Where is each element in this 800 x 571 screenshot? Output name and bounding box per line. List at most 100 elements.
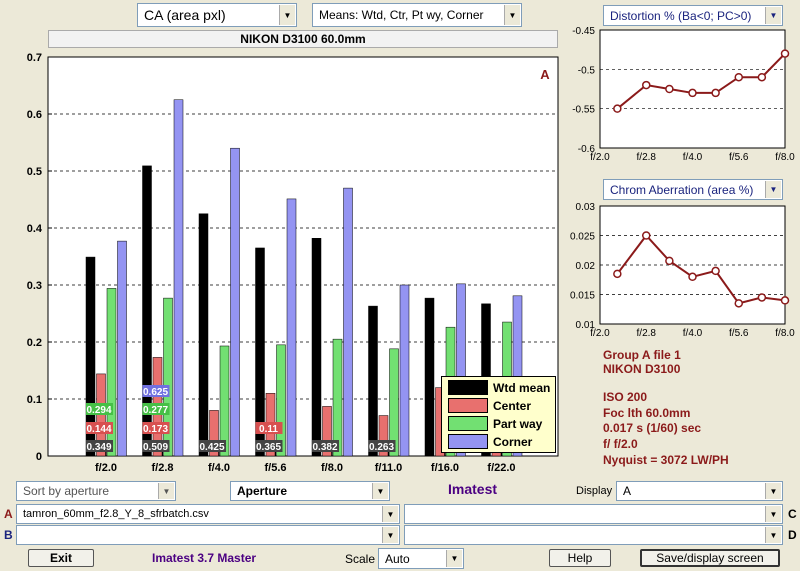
legend-swatch xyxy=(448,434,488,449)
y-tick-label: -0.6 xyxy=(578,144,596,155)
aperture-select-value: Aperture xyxy=(237,484,288,498)
data-point xyxy=(665,256,674,266)
bar xyxy=(198,213,209,457)
bar xyxy=(117,240,127,457)
data-label-bg xyxy=(142,385,170,397)
chart-annotation: A xyxy=(540,67,550,82)
bar xyxy=(424,297,435,457)
row-c-label: C xyxy=(788,507,797,521)
data-label-bg xyxy=(199,440,226,452)
sort-select[interactable]: Sort by aperture ▼ xyxy=(16,481,176,501)
data-label-bg xyxy=(368,440,396,452)
data-point xyxy=(780,49,790,58)
chevron-down-icon: ▼ xyxy=(446,550,462,567)
measure-select[interactable]: CA (area pxl) ▼ xyxy=(137,3,297,27)
x-tick-label: f/2.0 xyxy=(95,462,117,474)
y-tick-label: 0.025 xyxy=(570,232,595,243)
x-tick-label: f/8.0 xyxy=(775,328,795,339)
x-tick-label: f/4.0 xyxy=(208,462,230,474)
data-label: 0.294 xyxy=(86,405,111,416)
data-label-bg xyxy=(142,422,170,434)
data-label: 0.509 xyxy=(143,442,168,453)
chevron-down-icon: ▼ xyxy=(765,181,781,198)
x-tick-label: f/11.0 xyxy=(375,462,403,474)
y-tick-label: -0.5 xyxy=(578,65,596,76)
file-b-select[interactable]: ▼ xyxy=(16,525,400,545)
help-button[interactable]: Help xyxy=(549,549,611,567)
bar xyxy=(343,187,353,457)
data-label: 0.382 xyxy=(312,442,337,453)
file-a-select[interactable]: tamron_60mm_f2.8_Y_8_sfrbatch.csv ▼ xyxy=(16,504,400,524)
x-tick-label: f/5.6 xyxy=(729,152,749,163)
scale-select-value: Auto xyxy=(385,551,410,566)
y-tick-label: 0.02 xyxy=(576,261,596,272)
distortion-select[interactable]: Distortion % (Ba<0; PC>0) ▼ xyxy=(603,5,783,26)
x-tick-label: f/4.0 xyxy=(683,152,703,163)
data-label-bg xyxy=(255,440,283,452)
y-tick-label: -0.55 xyxy=(572,105,595,116)
data-label-bg xyxy=(142,440,170,452)
info-camera: NIKON D3100 xyxy=(603,362,681,376)
y-tick-label: -0.45 xyxy=(572,26,595,37)
y-tick-label: 0 xyxy=(36,451,42,463)
save-display-button[interactable]: Save/display screen xyxy=(640,549,780,567)
x-tick-label: f/2.8 xyxy=(637,152,657,163)
legend-label: Corner xyxy=(493,434,533,449)
chevron-down-icon: ▼ xyxy=(504,5,520,25)
distortion-select-value: Distortion % (Ba<0; PC>0) xyxy=(610,8,752,23)
y-tick-label: 0.03 xyxy=(576,202,596,213)
means-select[interactable]: Means: Wtd, Ctr, Pt wy, Corner ▼ xyxy=(312,3,522,27)
data-point xyxy=(757,293,767,302)
exit-button[interactable]: Exit xyxy=(28,549,94,567)
legend-swatch xyxy=(448,398,488,413)
chevron-down-icon: ▼ xyxy=(382,527,398,543)
version-label: Imatest 3.7 Master xyxy=(152,551,257,565)
chevron-down-icon: ▼ xyxy=(765,483,781,499)
data-label: 0.349 xyxy=(86,442,111,453)
bar xyxy=(512,295,523,457)
x-tick-label: f/2.8 xyxy=(151,462,173,474)
file-c-select[interactable]: ▼ xyxy=(404,504,783,524)
scale-select[interactable]: Auto ▼ xyxy=(378,548,464,569)
chrom-aberration-select[interactable]: Chrom Aberration (area %) ▼ xyxy=(603,179,783,200)
info-focal-length: Foc lth 60.0mm xyxy=(603,406,691,420)
display-select[interactable]: A ▼ xyxy=(616,481,783,501)
bar xyxy=(230,147,240,457)
data-label: 0.277 xyxy=(143,405,168,416)
y-tick-label: 0.015 xyxy=(570,291,595,302)
data-label: 0.365 xyxy=(256,442,281,453)
data-point xyxy=(734,72,743,82)
legend-item: Wtd mean xyxy=(448,380,550,395)
chevron-down-icon: ▼ xyxy=(372,483,388,499)
y-tick-label: 0.3 xyxy=(27,280,42,292)
data-point xyxy=(642,80,651,90)
bar xyxy=(142,165,152,457)
legend-item: Center xyxy=(448,398,531,413)
imatest-brand: Imatest xyxy=(448,481,498,497)
bar xyxy=(456,283,466,457)
aperture-select[interactable]: Aperture ▼ xyxy=(230,481,390,501)
chevron-down-icon: ▼ xyxy=(765,7,781,24)
data-point xyxy=(757,72,767,82)
bar xyxy=(322,406,332,457)
data-label: 0.144 xyxy=(86,424,111,435)
bar xyxy=(85,256,96,457)
data-label: 0.425 xyxy=(199,442,224,453)
scale-label: Scale xyxy=(345,552,376,566)
x-tick-label: f/22.0 xyxy=(487,462,515,474)
bar xyxy=(276,344,286,457)
file-a-value: tamron_60mm_f2.8_Y_8_sfrbatch.csv xyxy=(23,508,209,520)
data-point xyxy=(642,231,651,240)
data-point xyxy=(665,84,674,94)
file-d-select[interactable]: ▼ xyxy=(404,525,783,545)
bar xyxy=(389,348,399,457)
info-nyquist: Nyquist = 3072 LW/PH xyxy=(603,453,729,467)
x-tick-label: f/8.0 xyxy=(321,462,343,474)
x-tick-label: f/2.0 xyxy=(590,328,610,339)
display-label: Display xyxy=(576,485,613,497)
data-point xyxy=(734,299,743,308)
row-d-label: D xyxy=(788,528,797,542)
bar xyxy=(219,345,230,457)
y-tick-label: 0.01 xyxy=(576,320,596,331)
bar xyxy=(378,415,389,457)
